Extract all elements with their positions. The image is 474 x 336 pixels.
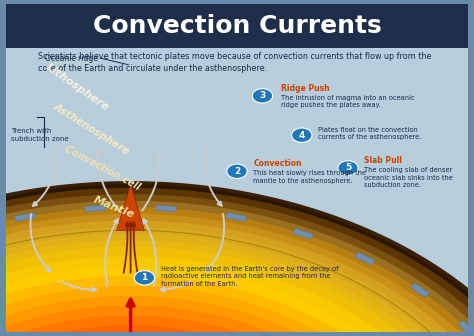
FancyBboxPatch shape bbox=[6, 4, 468, 48]
FancyArrowPatch shape bbox=[206, 214, 224, 271]
Text: Plates float on the convection
currents of the asthenosphere.: Plates float on the convection currents … bbox=[318, 127, 421, 140]
FancyArrowPatch shape bbox=[161, 281, 191, 292]
Text: Ridge Push: Ridge Push bbox=[281, 84, 329, 93]
FancyArrowPatch shape bbox=[129, 222, 132, 273]
Text: The cooling slab of denser
oceanic slab sinks into the
subduction zone.: The cooling slab of denser oceanic slab … bbox=[364, 167, 453, 188]
FancyBboxPatch shape bbox=[6, 4, 468, 332]
Polygon shape bbox=[292, 228, 314, 239]
Text: Asthenosphere: Asthenosphere bbox=[51, 101, 131, 156]
Polygon shape bbox=[410, 283, 430, 297]
Polygon shape bbox=[0, 227, 474, 336]
FancyArrowPatch shape bbox=[124, 222, 129, 273]
Polygon shape bbox=[0, 188, 474, 336]
Polygon shape bbox=[14, 213, 36, 221]
FancyArrowPatch shape bbox=[105, 219, 118, 286]
Polygon shape bbox=[0, 207, 474, 336]
Text: Convection Currents: Convection Currents bbox=[92, 14, 382, 38]
Polygon shape bbox=[0, 234, 474, 336]
Polygon shape bbox=[0, 325, 381, 336]
Polygon shape bbox=[0, 194, 474, 336]
Text: 4: 4 bbox=[299, 131, 305, 140]
FancyArrowPatch shape bbox=[132, 222, 137, 273]
Text: The intrusion of magma into an oceanic
ridge pushes the plates away.: The intrusion of magma into an oceanic r… bbox=[281, 95, 415, 109]
Polygon shape bbox=[0, 306, 408, 336]
Polygon shape bbox=[0, 316, 394, 336]
Text: 5: 5 bbox=[345, 164, 351, 172]
Circle shape bbox=[338, 161, 358, 175]
Text: Slab Pull: Slab Pull bbox=[364, 156, 402, 165]
Text: Convection: Convection bbox=[253, 159, 301, 168]
Polygon shape bbox=[0, 247, 474, 336]
Polygon shape bbox=[457, 321, 474, 336]
Polygon shape bbox=[0, 181, 474, 336]
Circle shape bbox=[252, 89, 273, 103]
Text: Trench with
subduction zone: Trench with subduction zone bbox=[11, 128, 69, 142]
Polygon shape bbox=[0, 240, 474, 336]
Polygon shape bbox=[0, 201, 474, 336]
Text: 1: 1 bbox=[141, 274, 147, 282]
FancyBboxPatch shape bbox=[6, 48, 468, 332]
Circle shape bbox=[227, 164, 247, 178]
Polygon shape bbox=[0, 296, 422, 336]
FancyArrowPatch shape bbox=[33, 148, 57, 206]
Polygon shape bbox=[0, 214, 474, 336]
Text: Mantle: Mantle bbox=[92, 195, 137, 220]
Polygon shape bbox=[117, 184, 145, 230]
Polygon shape bbox=[0, 266, 464, 336]
FancyArrowPatch shape bbox=[143, 219, 156, 286]
Circle shape bbox=[134, 270, 155, 285]
Polygon shape bbox=[85, 205, 106, 212]
Text: Oceanic ridge: Oceanic ridge bbox=[46, 54, 98, 62]
Text: Lithosphere: Lithosphere bbox=[44, 62, 111, 113]
FancyArrowPatch shape bbox=[61, 281, 96, 292]
Polygon shape bbox=[0, 257, 474, 336]
Polygon shape bbox=[354, 252, 375, 265]
Polygon shape bbox=[0, 335, 366, 336]
Polygon shape bbox=[155, 205, 176, 212]
Polygon shape bbox=[225, 213, 247, 221]
Text: 3: 3 bbox=[259, 91, 265, 100]
FancyArrowPatch shape bbox=[30, 214, 50, 271]
Circle shape bbox=[292, 128, 312, 142]
FancyArrowPatch shape bbox=[96, 151, 119, 211]
Polygon shape bbox=[0, 220, 474, 336]
Polygon shape bbox=[0, 276, 450, 336]
Text: This heat slowly rises through the
mantle to the asthenosphere.: This heat slowly rises through the mantl… bbox=[253, 170, 366, 184]
Polygon shape bbox=[0, 286, 436, 336]
Text: Scientists believe that tectonic plates move because of convection currents that: Scientists believe that tectonic plates … bbox=[38, 52, 431, 73]
Text: Convection cell: Convection cell bbox=[64, 144, 142, 192]
FancyArrowPatch shape bbox=[205, 148, 222, 206]
Text: 2: 2 bbox=[234, 167, 240, 176]
Text: Heat is generated in the Earth's core by the decay of
radioactive elements and h: Heat is generated in the Earth's core by… bbox=[161, 266, 338, 287]
FancyArrowPatch shape bbox=[127, 299, 134, 336]
FancyArrowPatch shape bbox=[142, 151, 161, 211]
